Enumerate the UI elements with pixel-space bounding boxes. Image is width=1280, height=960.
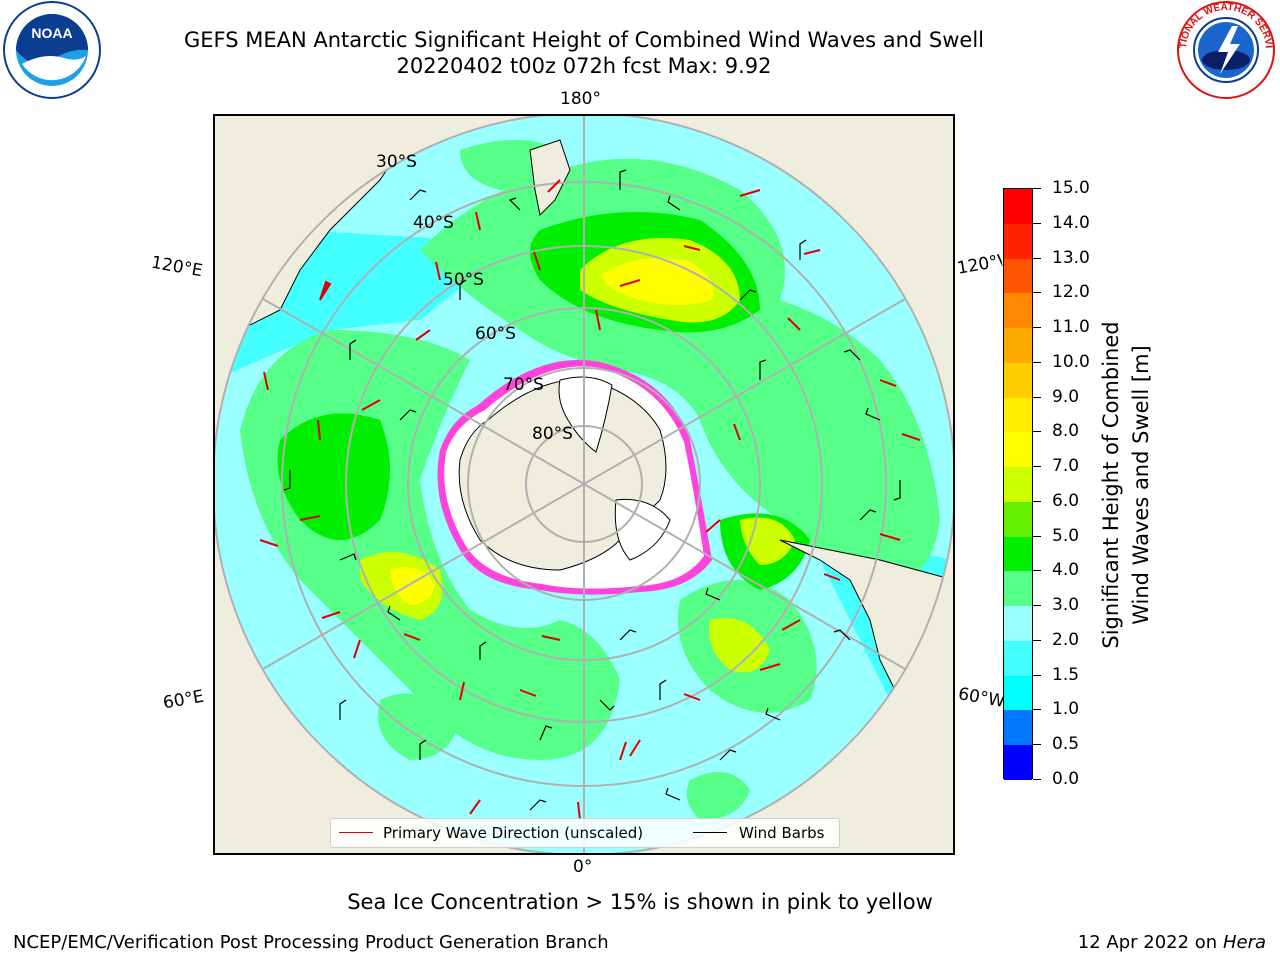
noaa-logo-text: NOAA	[31, 25, 72, 41]
colorbar-segment	[1004, 675, 1032, 711]
colorbar-segment	[1004, 328, 1032, 364]
footer-credit: NCEP/EMC/Verification Post Processing Pr…	[13, 932, 609, 953]
moderate-wave-region	[686, 772, 750, 820]
colorbar-segment	[1004, 397, 1032, 433]
lon-label-0: 0°	[573, 857, 593, 877]
colorbar-tick	[1033, 779, 1041, 780]
colorbar-segment	[1004, 467, 1032, 503]
colorbar-tick	[1033, 466, 1041, 468]
colorbar-label-line2: Wind Waves and Swell [m]	[1129, 345, 1153, 625]
map-frame	[213, 114, 955, 855]
lat-label-30s: 30°S	[376, 152, 417, 172]
colorbar-segment	[1004, 606, 1032, 642]
high-wave-region	[600, 258, 714, 305]
colorbar-tick-label: 14.0	[1052, 212, 1090, 233]
footer-date-text: 12 Apr 2022 on	[1077, 932, 1223, 953]
colorbar-tick-label: 6.0	[1052, 490, 1080, 511]
colorbar-segment	[1004, 362, 1032, 399]
colorbar-tick	[1033, 361, 1041, 363]
ross-ice-shelf	[558, 376, 613, 453]
colorbar-tick	[1033, 500, 1041, 502]
colorbar-segment	[1004, 189, 1032, 225]
lon-label-180: 180°	[560, 89, 601, 109]
colorbar-tick	[1033, 257, 1041, 259]
colorbar-tick	[1033, 431, 1041, 433]
legend-wind-barbs: Wind Barbs	[739, 824, 825, 842]
footer-date: 12 Apr 2022 on Hera	[1078, 932, 1266, 953]
graticule	[214, 115, 954, 854]
colorbar-tick-label: 0.5	[1052, 734, 1080, 755]
colorbar-tick	[1033, 744, 1041, 746]
map-legend: Primary Wave Direction (unscaled) Wind B…	[330, 818, 840, 848]
colorbar-segment	[1004, 536, 1032, 572]
colorbar	[1003, 188, 1033, 781]
colorbar-tick-label: 2.0	[1052, 629, 1080, 650]
colorbar-tick	[1033, 327, 1041, 329]
colorbar-segment	[1004, 710, 1032, 746]
colorbar-tick	[1033, 605, 1041, 607]
lat-label-40s: 40°S	[413, 213, 454, 233]
colorbar-tick-label: 1.0	[1052, 699, 1080, 720]
legend-wave-direction: Primary Wave Direction (unscaled)	[383, 824, 644, 842]
wind-barb-swatch	[693, 832, 727, 833]
colorbar-tick-label: 8.0	[1052, 421, 1080, 442]
colorbar-tick-label: 10.0	[1052, 351, 1090, 372]
colorbar-label: Significant Height of Combined Wind Wave…	[1096, 275, 1160, 695]
new-zealand-landmass	[529, 139, 571, 217]
colorbar-tick-label: 12.0	[1052, 282, 1090, 303]
colorbar-tick-label: 4.0	[1052, 560, 1080, 581]
colorbar-segment	[1004, 258, 1032, 294]
colorbar-tick-label: 3.0	[1052, 595, 1080, 616]
wave-direction-arrows	[259, 179, 921, 821]
colorbar-segment	[1004, 432, 1032, 468]
colorbar-tick	[1033, 709, 1041, 711]
lat-label-80s: 80°S	[532, 424, 573, 444]
colorbar-segment	[1004, 223, 1032, 259]
colorbar-label-line1: Significant Height of Combined	[1099, 321, 1123, 649]
footer-host: Hera	[1222, 932, 1266, 953]
chart-subtitle: 20220402 t00z 072h fcst Max: 9.92	[396, 54, 772, 78]
colorbar-tick-label: 13.0	[1052, 247, 1090, 268]
colorbar-tick	[1033, 674, 1041, 676]
wave-direction-swatch	[339, 832, 373, 833]
colorbar-segment	[1004, 501, 1032, 538]
moderate-wave-region	[277, 413, 390, 540]
noaa-logo: NOAA	[3, 1, 101, 99]
colorbar-tick	[1033, 188, 1041, 189]
colorbar-tick-label: 15.0	[1052, 178, 1090, 198]
colorbar-tick-label: 9.0	[1052, 386, 1080, 407]
colorbar-tick	[1033, 292, 1041, 294]
moderate-wave-region	[378, 693, 460, 760]
colorbar-tick-label: 11.0	[1052, 317, 1090, 338]
colorbar-tick-label: 5.0	[1052, 525, 1080, 546]
nws-logo: NATIONAL WEATHER SERVICE	[1172, 0, 1275, 99]
colorbar-tick	[1033, 570, 1041, 572]
sea-ice-note: Sea Ice Concentration > 15% is shown in …	[347, 890, 933, 914]
colorbar-tick-label: 1.5	[1052, 664, 1080, 685]
colorbar-segment	[1004, 640, 1032, 677]
wind-barbs	[283, 169, 901, 811]
lat-label-70s: 70°S	[503, 375, 544, 395]
colorbar-tick	[1033, 535, 1041, 537]
colorbar-tick-label: 0.0	[1052, 769, 1080, 789]
lat-label-60s: 60°S	[475, 324, 516, 344]
colorbar-segment	[1004, 293, 1032, 329]
colorbar-tick-label: 7.0	[1052, 456, 1080, 477]
colorbar-tick	[1033, 396, 1041, 398]
colorbar-tick	[1033, 639, 1041, 641]
colorbar-segment	[1004, 571, 1032, 607]
lat-label-50s: 50°S	[443, 270, 484, 290]
colorbar-segment	[1004, 745, 1032, 781]
high-wave-region	[709, 618, 770, 673]
chart-title: GEFS MEAN Antarctic Significant Height o…	[183, 28, 985, 52]
colorbar-tick	[1033, 222, 1041, 224]
